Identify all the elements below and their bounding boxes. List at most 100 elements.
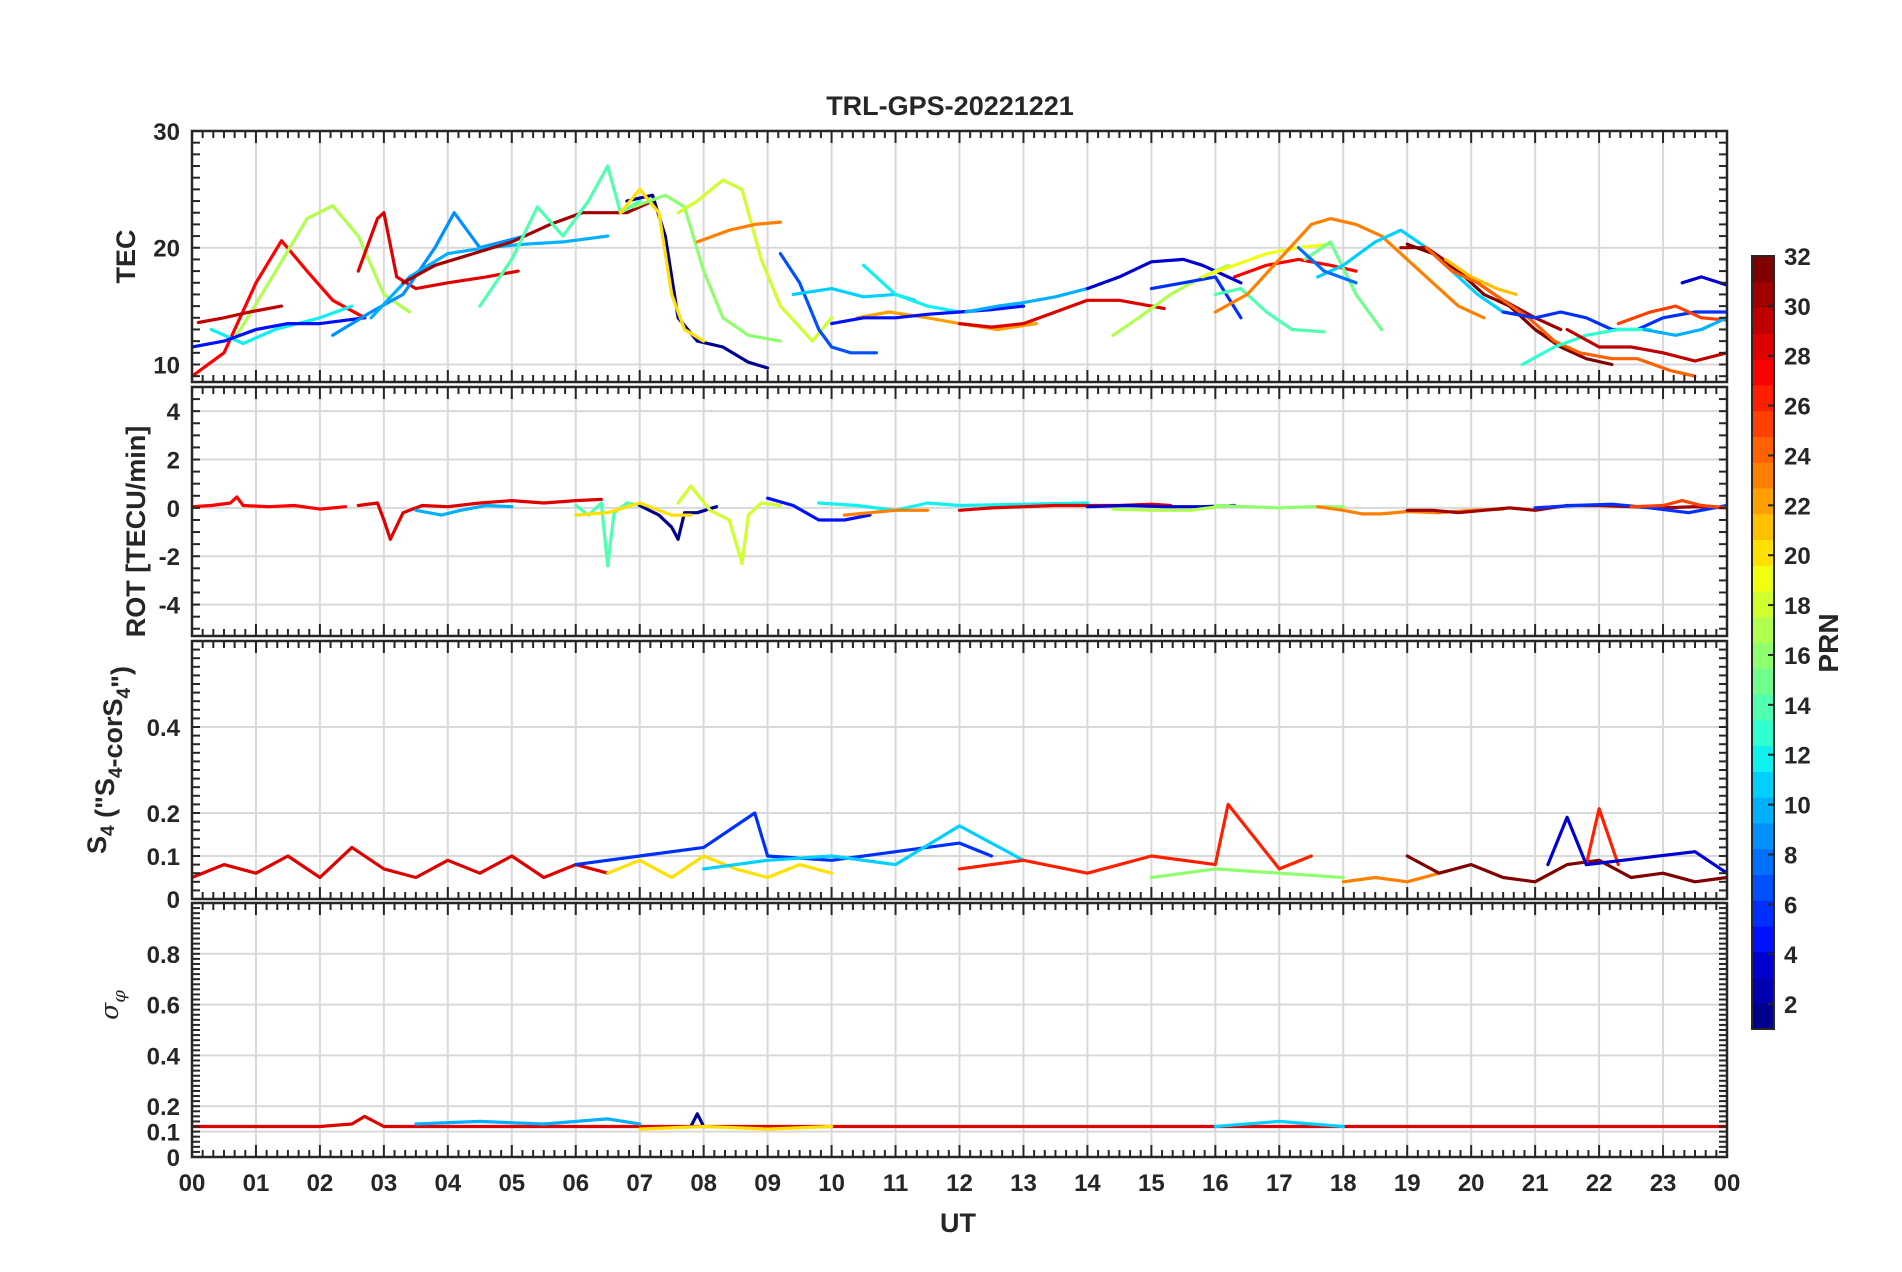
colorbar-swatch (1752, 436, 1774, 463)
series-line-prn-18 (676, 484, 782, 566)
x-tick-label: 17 (1266, 1170, 1293, 1197)
x-tick-label: 00 (1714, 1170, 1741, 1197)
y-tick-label: 0.6 (147, 993, 180, 1020)
series-line-prn-17 (1111, 263, 1230, 337)
y-tick-label: -4 (159, 593, 181, 620)
x-tick-label: 10 (818, 1170, 845, 1197)
series-line-prn-17 (1111, 503, 1230, 512)
colorbar-swatch (1752, 822, 1774, 850)
series-line-prn-20 (574, 501, 693, 517)
series-line-prn-11 (1213, 1119, 1345, 1129)
series-line-prn-5 (766, 496, 872, 522)
series-line-prn-21 (1444, 257, 1518, 296)
y-tick-label: 2 (167, 448, 180, 475)
series-line-prn-6 (574, 811, 994, 867)
x-tick-label: 22 (1586, 1170, 1613, 1197)
colorbar-tick-label: 12 (1784, 743, 1811, 770)
x-tick-label: 23 (1650, 1170, 1677, 1197)
series-line-prn-28 (957, 502, 1173, 512)
colorbar-swatch (1752, 616, 1774, 644)
colorbar-tick-label: 18 (1784, 593, 1811, 620)
y-tick-label: 0.8 (147, 942, 180, 969)
colorbar-tick-label: 20 (1784, 543, 1811, 570)
series-line-prn-2 (625, 193, 770, 370)
series-line-prn-29 (1565, 327, 1727, 363)
colorbar-tick-label: 32 (1784, 244, 1811, 271)
series-line-prn-2 (689, 1112, 706, 1129)
colorbar-swatch (1752, 848, 1774, 875)
series-line-prn-8 (1296, 246, 1358, 285)
colorbar-swatch (1752, 977, 1774, 1004)
colorbar-swatch (1752, 797, 1774, 824)
panel-sigphi: 00.10.2 0.4 0.6 0.8 σφ 00 01 02 03 04 05 06 07 08 09 10… (95, 901, 1741, 1197)
y-axis-label-s4: S4 ("S4-corS4") (82, 666, 136, 854)
series-line-prn-6 (1149, 275, 1243, 320)
series-line-prn-27 (192, 495, 348, 511)
y-tick-label: 30 (153, 119, 180, 146)
series-line-prn-23 (842, 508, 930, 517)
series-line-prn-5 (830, 304, 1026, 326)
x-tick-label: 21 (1522, 1170, 1549, 1197)
x-tick-label: 06 (562, 1170, 589, 1197)
colorbar-swatch (1752, 487, 1774, 515)
chart-title: TRL-GPS-20221221 (826, 91, 1074, 121)
series-line-prn-19 (1200, 242, 1333, 279)
colorbar-swatch (1752, 771, 1774, 798)
x-tick-label: 03 (371, 1170, 398, 1197)
x-tick-label: 09 (754, 1170, 781, 1197)
series-line-prn-28 (192, 845, 610, 880)
y-axis-label-rot: ROT [TECU/min] (121, 426, 151, 637)
y-tick-label: 20 (153, 236, 180, 263)
colorbar-tick-label: 2 (1784, 992, 1797, 1019)
colorbar-tick-label: 10 (1784, 793, 1811, 820)
x-tick-label: 07 (626, 1170, 653, 1197)
y-tick-label: 0.2 (147, 1094, 180, 1121)
series-line-prn-28 (957, 298, 1166, 329)
y-tick-label: 0 (167, 887, 180, 914)
series-line-prn-20 (618, 187, 706, 343)
colorbar-tick-label: 28 (1784, 344, 1811, 371)
colorbar-swatch (1752, 410, 1774, 437)
colorbar-swatch (1752, 745, 1774, 772)
series-group (192, 484, 1727, 568)
x-tick-label: 11 (883, 1170, 908, 1197)
y-tick-label: 0.1 (147, 1120, 180, 1147)
colorbar-swatch (1752, 900, 1774, 927)
colorbar-tick-label: 24 (1784, 443, 1811, 470)
series-line-prn-30 (401, 199, 655, 285)
colorbar-swatch (1752, 513, 1774, 541)
y-tick-label: 10 (153, 352, 180, 379)
y-tick-label: 0 (167, 1145, 180, 1172)
colorbar-swatch (1752, 384, 1774, 412)
series-line-prn-10 (369, 234, 610, 320)
colorbar-swatch (1752, 1003, 1774, 1030)
series-line-prn-4 (1546, 815, 1727, 875)
x-tick-label: 01 (243, 1170, 270, 1197)
series-line-prn-12 (862, 263, 962, 314)
colorbar-tick-label: 16 (1784, 643, 1811, 670)
x-tick-label: 00 (179, 1170, 206, 1197)
series-line-prn-28 (356, 497, 603, 541)
series-line-prn-4 (1680, 275, 1727, 287)
colorbar-tick-label: 22 (1784, 493, 1811, 520)
series-line-prn-4 (1085, 257, 1243, 291)
x-tick-label: 13 (1010, 1170, 1037, 1197)
y-axis-label-sigphi: σφ (95, 990, 130, 1020)
colorbar-swatch (1752, 668, 1774, 695)
series-line-prn-24 (1424, 246, 1697, 378)
y-tick-label: 0 (167, 496, 180, 523)
x-tick-label: 15 (1138, 1170, 1165, 1197)
colorbar-swatch (1752, 281, 1774, 309)
colorbar-tick-label: 26 (1784, 394, 1811, 421)
series-line-prn-10 (964, 287, 1089, 314)
y-tick-label: 4 (167, 399, 181, 426)
series-line-prn-26 (1584, 807, 1620, 867)
series-line-prn-23 (1213, 217, 1486, 320)
series-line-prn-2 (638, 503, 719, 541)
series-line-prn-16 (1149, 867, 1345, 880)
series-line-prn-27 (192, 239, 367, 378)
series-line-prn-16 (631, 193, 782, 343)
series-line-prn-20 (638, 1124, 834, 1131)
series-line-prn-29 (196, 304, 284, 325)
